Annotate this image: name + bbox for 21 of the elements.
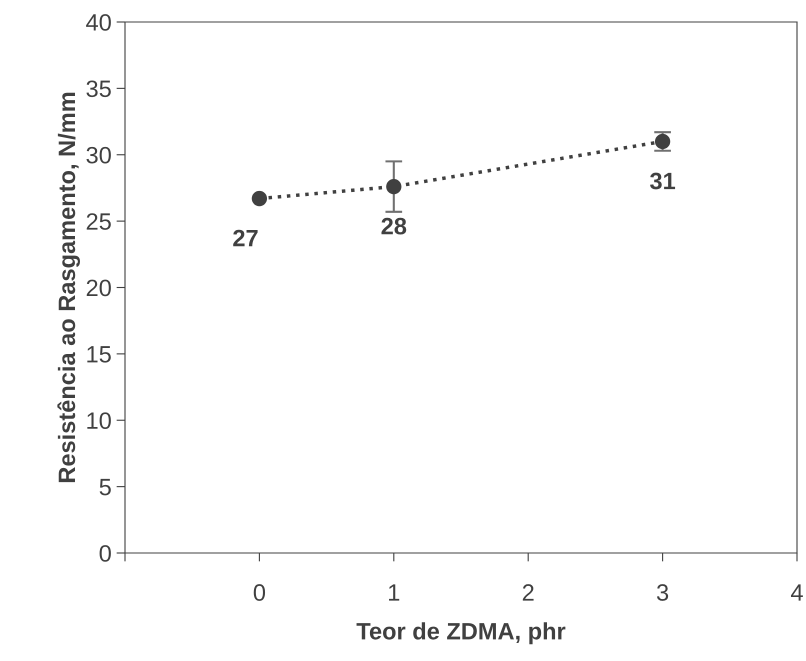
point bbox=[252, 190, 268, 206]
y-tick-label: 5 bbox=[100, 478, 111, 496]
y-tick-label: 10 bbox=[87, 412, 111, 430]
y-tick-label: 20 bbox=[86, 280, 111, 296]
point bbox=[386, 178, 402, 194]
y-tick-label: 30 bbox=[86, 146, 111, 164]
y-tick-label: 0 bbox=[100, 545, 111, 562]
x-tick-label: 2 bbox=[522, 584, 534, 601]
x-tick-label: 0 bbox=[254, 584, 266, 601]
x-tick-label: 3 bbox=[656, 584, 668, 601]
data-label: 27 bbox=[233, 230, 258, 246]
y-tick-label: 15 bbox=[87, 346, 111, 363]
data-label: 31 bbox=[650, 172, 676, 190]
y-axis-title: Resistência ao Rasgamento, N/mm bbox=[57, 92, 80, 482]
x-tick-label: 4 bbox=[790, 584, 803, 601]
y-tick-label: 25 bbox=[86, 213, 111, 230]
y-tick-label: 40 bbox=[86, 14, 111, 31]
x-axis-title: Teor de ZDMA, phr bbox=[356, 622, 566, 644]
y-tick-label: 35 bbox=[86, 80, 111, 98]
x-tick-label: 1 bbox=[389, 584, 400, 601]
data-label: 28 bbox=[381, 218, 406, 235]
